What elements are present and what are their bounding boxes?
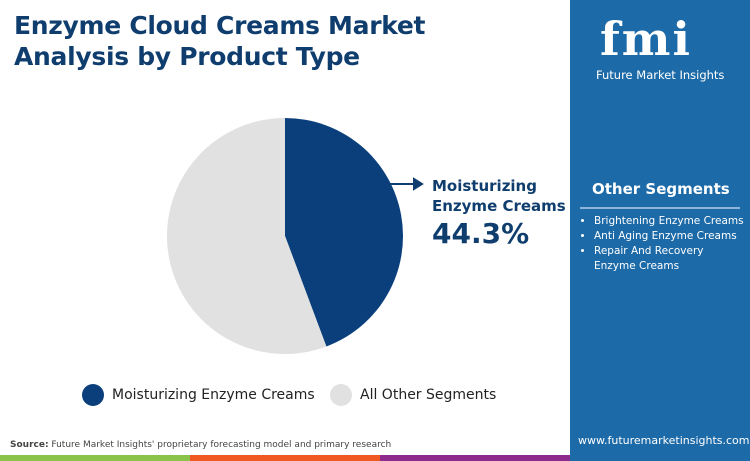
legend-swatch <box>82 384 104 406</box>
source-note: Source: Future Market Insights' propriet… <box>10 440 391 450</box>
other-segments-list: Brightening Enzyme Creams Anti Aging Enz… <box>578 214 744 274</box>
title-line-2: Analysis by Product Type <box>14 42 360 71</box>
callout-label-2: Enzyme Creams <box>432 197 566 215</box>
legend-item-moisturizing: Moisturizing Enzyme Creams <box>82 384 315 406</box>
other-segments-title: Other Segments <box>592 180 730 198</box>
fmi-logo: fmi <box>600 12 692 66</box>
callout-value: 44.3% <box>432 217 530 250</box>
legend-item-other: All Other Segments <box>330 384 496 406</box>
logo-subtitle: Future Market Insights <box>596 68 725 82</box>
color-bar-orange <box>190 455 380 461</box>
color-bar-blue <box>570 455 750 461</box>
pie-slice-1 <box>166 118 327 354</box>
segment-item: Repair And Recovery Enzyme Creams <box>594 244 744 274</box>
callout: Moisturizing Enzyme Creams 44.3% <box>432 176 566 252</box>
callout-label-1: Moisturizing <box>432 177 537 195</box>
callout-arrow <box>390 177 424 191</box>
title-line-1: Enzyme Cloud Creams Market <box>14 11 426 40</box>
legend-label: Moisturizing Enzyme Creams <box>112 387 315 403</box>
segment-item: Anti Aging Enzyme Creams <box>594 229 744 244</box>
color-bar-purple <box>380 455 570 461</box>
color-bar-green <box>0 455 190 461</box>
legend-swatch <box>330 384 352 406</box>
segment-item: Brightening Enzyme Creams <box>594 214 744 229</box>
source-label: Source: <box>10 440 49 450</box>
legend-label: All Other Segments <box>360 387 497 403</box>
source-text: Future Market Insights' proprietary fore… <box>48 440 392 450</box>
pie-chart <box>166 118 424 354</box>
pie-slice-0 <box>285 118 403 347</box>
website-url[interactable]: www.futuremarketinsights.com <box>578 434 750 447</box>
chart-title: Enzyme Cloud Creams Market Analysis by Pr… <box>14 10 426 72</box>
divider <box>580 207 740 209</box>
side-panel: fmi Future Market Insights Other Segment… <box>570 0 750 455</box>
